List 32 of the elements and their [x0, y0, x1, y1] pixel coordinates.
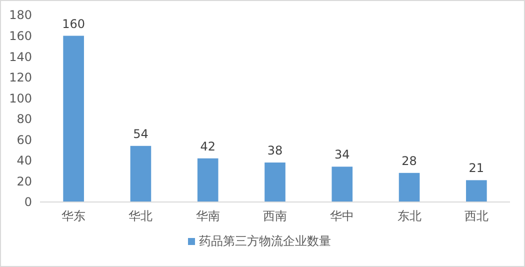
data-label: 34 — [334, 148, 350, 162]
bar — [332, 166, 353, 202]
data-label: 28 — [402, 154, 417, 168]
bar — [398, 172, 420, 202]
bar — [466, 180, 487, 202]
bar — [63, 36, 84, 202]
y-tick-label: 0 — [24, 195, 32, 210]
x-tick-label: 华北 — [128, 209, 153, 223]
y-tick-label: 180 — [9, 8, 32, 22]
bar — [264, 162, 286, 202]
x-tick-label: 华东 — [62, 209, 86, 223]
x-tick-label: 西北 — [464, 209, 488, 223]
x-tick-label: 东北 — [397, 209, 422, 223]
y-tick-label: 100 — [9, 91, 32, 106]
legend-label: 药品第三方物流企业数量 — [199, 234, 331, 248]
y-tick-label: 120 — [9, 70, 32, 85]
data-label: 54 — [133, 126, 148, 141]
data-label: 42 — [200, 139, 216, 154]
bar — [197, 158, 218, 202]
y-tick-label: 80 — [16, 112, 32, 126]
x-tick-label: 华中 — [330, 209, 354, 223]
y-tick-label: 20 — [16, 174, 32, 188]
data-label: 38 — [267, 144, 283, 158]
data-label: 21 — [468, 161, 484, 176]
x-tick-label: 华南 — [196, 209, 220, 223]
x-tick-label: 西南 — [263, 209, 287, 223]
data-label: 160 — [62, 16, 86, 31]
y-tick-label: 160 — [9, 28, 32, 43]
y-tick-label: 140 — [9, 50, 32, 64]
y-tick-label: 40 — [16, 154, 32, 168]
bar — [130, 146, 152, 202]
y-tick-label: 60 — [16, 132, 32, 147]
